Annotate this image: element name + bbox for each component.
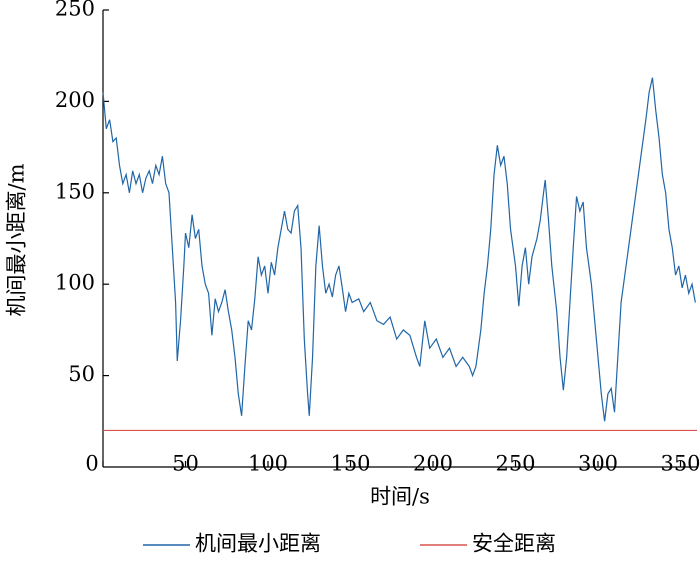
y-tick-label: 250 [55,0,95,21]
x-tick-label: 350 [660,452,700,476]
x-tick-label: 100 [248,452,288,476]
y-tick-label: 150 [55,179,95,203]
legend-label: 安全距离 [472,532,556,556]
x-tick-label: 150 [330,452,370,476]
y-tick-label: 50 [68,362,95,386]
y-tick-label: 100 [55,271,95,295]
x-tick-label: 250 [495,452,535,476]
x-tick-label: 0 [85,452,98,476]
x-tick-label: 50 [172,452,199,476]
y-axis-label: 机间最小距离/m [5,163,29,316]
x-axis-label: 时间/s [370,485,430,509]
x-tick-label: 300 [578,452,618,476]
y-tick-label: 200 [55,88,95,112]
x-tick-label: 200 [413,452,453,476]
legend-label: 机间最小距离 [195,532,321,556]
series-line [102,77,696,422]
